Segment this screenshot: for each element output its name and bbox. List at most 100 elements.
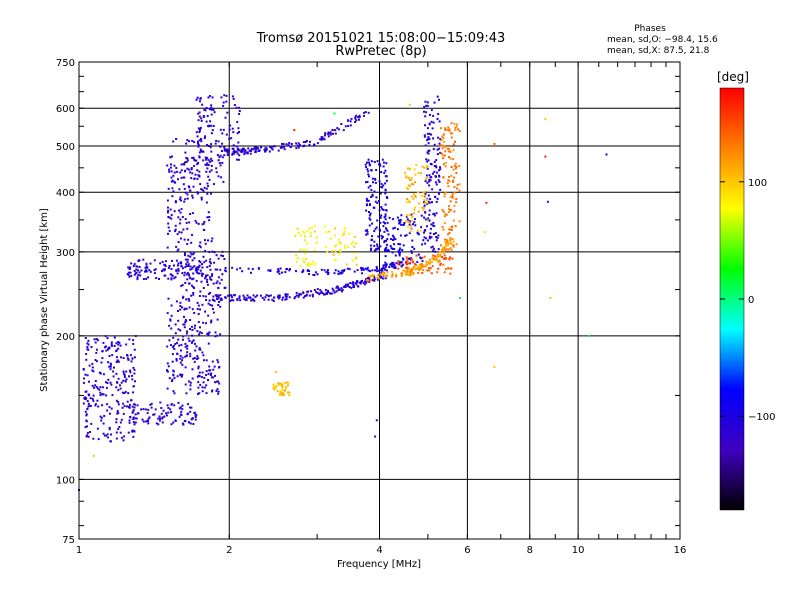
echo-point (128, 421, 131, 424)
echo-point (196, 330, 199, 333)
echo-point (453, 122, 456, 125)
echo-point (109, 381, 112, 384)
echo-point (299, 234, 302, 237)
echo-point (426, 181, 429, 184)
echo-point (435, 236, 438, 238)
echo-point (423, 216, 426, 219)
echo-point (195, 131, 198, 134)
echo-point (369, 184, 372, 187)
echo-point (434, 250, 437, 253)
echo-point (191, 212, 194, 215)
echo-point (454, 127, 457, 130)
echo-point (244, 150, 247, 153)
echo-point (187, 265, 190, 267)
echo-point (122, 439, 125, 442)
echo-point (100, 416, 103, 419)
echo-point (348, 286, 351, 288)
echo-point (179, 301, 182, 304)
echo-point (420, 172, 422, 175)
echo-point (183, 308, 186, 311)
echo-point (90, 346, 93, 348)
echo-point (419, 267, 422, 270)
echo-point (374, 227, 377, 230)
echo-point (374, 269, 377, 272)
echo-point (398, 221, 401, 224)
echo-point (179, 406, 182, 409)
echo-point (544, 117, 547, 120)
echo-point (284, 298, 287, 301)
echo-point (450, 226, 453, 229)
echo-point (421, 165, 424, 168)
echo-point (189, 265, 192, 268)
echo-point (128, 267, 131, 270)
echo-point (187, 263, 190, 266)
echo-point (188, 221, 191, 224)
echo-point (420, 206, 423, 209)
echo-point (174, 201, 177, 204)
echo-point (405, 256, 408, 259)
echo-point (216, 268, 219, 271)
echo-point (167, 209, 170, 212)
echo-point (182, 183, 185, 186)
echo-point (223, 148, 226, 151)
echo-point (424, 194, 427, 197)
echo-point (438, 98, 440, 101)
echo-point (205, 392, 208, 395)
echo-point (206, 281, 209, 283)
echo-point (430, 272, 433, 275)
echo-point (215, 171, 218, 174)
echo-point (182, 228, 185, 231)
echo-point (129, 369, 131, 372)
echo-point (86, 342, 89, 345)
echo-point (233, 152, 236, 155)
echo-point (331, 287, 334, 290)
echo-point (444, 161, 447, 164)
echo-point (231, 296, 234, 299)
echo-point (201, 371, 204, 374)
echo-point (433, 225, 436, 228)
echo-point (448, 258, 451, 261)
echo-point (214, 374, 216, 377)
echo-point (376, 160, 379, 163)
echo-point (376, 245, 379, 248)
echo-point (281, 146, 284, 149)
echo-point (210, 372, 213, 375)
echo-point (85, 413, 88, 416)
echo-point (423, 201, 425, 204)
echo-point (181, 422, 184, 425)
echo-point (430, 261, 433, 263)
plot-frame (78, 61, 681, 540)
echo-point (445, 257, 447, 260)
echo-point (423, 229, 426, 232)
echo-point (203, 229, 206, 231)
echo-point (196, 192, 199, 195)
echo-point (434, 232, 437, 235)
echo-point (236, 152, 239, 155)
echo-point (145, 262, 148, 265)
echo-point (92, 399, 95, 402)
echo-point (165, 412, 168, 415)
echo-point (366, 279, 368, 282)
echo-point (195, 159, 198, 162)
echo-point (180, 349, 182, 352)
echo-point (189, 422, 192, 425)
echo-point (208, 264, 211, 267)
echo-point (190, 284, 193, 287)
echo-point (131, 430, 134, 433)
echo-point (384, 192, 387, 195)
echo-point (138, 259, 141, 262)
echo-point (212, 295, 215, 298)
echo-point (186, 227, 189, 230)
echo-point (328, 230, 331, 233)
echo-point (430, 109, 433, 112)
echo-point (134, 417, 137, 420)
echo-point (191, 233, 193, 236)
echo-point (160, 412, 163, 415)
echo-point (329, 237, 332, 240)
echo-point (435, 239, 438, 242)
echo-point (448, 129, 451, 132)
echo-point (368, 217, 371, 220)
echo-point (386, 221, 389, 224)
echo-point (439, 188, 442, 191)
echo-point (193, 158, 196, 161)
